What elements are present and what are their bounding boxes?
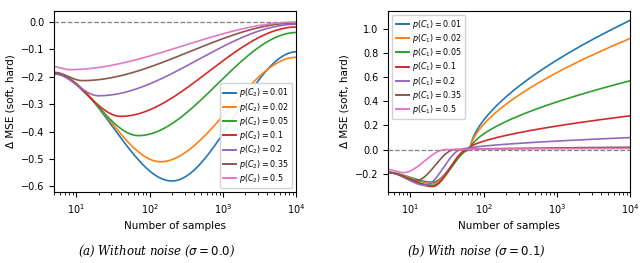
Y-axis label: Δ MSE (soft, hard): Δ MSE (soft, hard) [340,54,349,148]
Legend: $p(C_2) = 0.01$, $p(C_2) = 0.02$, $p(C_2) = 0.05$, $p(C_2) = 0.1$, $p(C_2) = 0.2: $p(C_2) = 0.01$, $p(C_2) = 0.02$, $p(C_2… [220,83,292,188]
X-axis label: Number of samples: Number of samples [124,221,227,231]
Text: (b) With noise ($\sigma = 0.1$): (b) With noise ($\sigma = 0.1$) [408,244,546,259]
Legend: $p(C_1) = 0.01$, $p(C_1) = 0.02$, $p(C_1) = 0.05$, $p(C_1) = 0.1$, $p(C_1) = 0.2: $p(C_1) = 0.01$, $p(C_1) = 0.02$, $p(C_1… [392,14,465,119]
Y-axis label: Δ MSE (soft, hard): Δ MSE (soft, hard) [6,54,15,148]
Text: (a) Without noise ($\sigma = 0.0$): (a) Without noise ($\sigma = 0.0$) [78,244,236,259]
X-axis label: Number of samples: Number of samples [458,221,561,231]
